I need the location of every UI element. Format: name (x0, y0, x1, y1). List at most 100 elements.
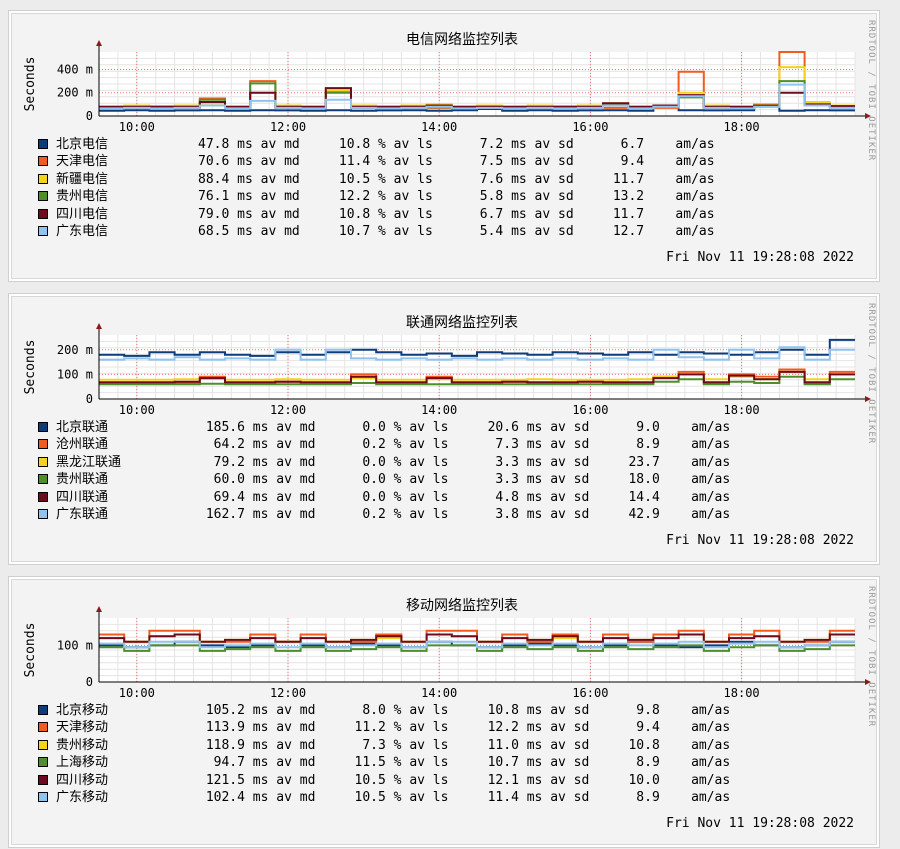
legend-name: 北京移动 (56, 703, 109, 718)
chart-mobile: 0 100 m 10:00 12:00 14:00 16:00 18:00 移动网络监控列表 S… (23, 598, 871, 700)
legend-swatch (38, 139, 48, 149)
timestamp: Fri Nov 11 19:28:08 2022 (666, 816, 854, 831)
x-tick-label: 18:00 (724, 686, 760, 700)
legend-swatch (38, 422, 48, 432)
legend-name: 广东移动 (56, 789, 109, 805)
x-tick-label: 12:00 (270, 403, 306, 417)
y-axis-label: Seconds (23, 57, 38, 112)
x-tick-label: 14:00 (421, 686, 457, 700)
legend-stats: 68.5 ms av md 10.7 % av ls 5.4 ms av sd … (198, 223, 715, 239)
legend-name: 贵州联通 (56, 472, 109, 488)
legend-swatch (38, 225, 48, 236)
legend-swatch (38, 474, 48, 485)
legend-stats: 79.2 ms av md 0.0 % av ls 3.3 ms av sd 2… (198, 454, 731, 470)
legend-swatch (38, 705, 48, 715)
legend-name: 贵州移动 (56, 737, 109, 753)
y-tick-label: 0 (86, 675, 93, 689)
legend-swatch (38, 791, 48, 802)
legend-swatch (38, 208, 48, 219)
y-tick-label: 100 m (57, 638, 93, 652)
y-tick-label: 200 m (57, 86, 93, 100)
legend-name: 广东电信 (56, 223, 109, 239)
y-tick-label: 0 (86, 109, 93, 123)
panel-telecom: 0 200 m 400 m 10:00 12:00 14:00 16:00 18:00 电信网络… (8, 10, 880, 282)
series-line (99, 103, 855, 112)
legend-swatch (38, 722, 48, 733)
legend-stats: 162.7 ms av md 0.2 % av ls 3.8 ms av sd … (198, 506, 731, 522)
legend-stats: 118.9 ms av md 7.3 % av ls 11.0 ms av sd… (198, 737, 731, 753)
legend-name: 广东联通 (56, 506, 109, 522)
rrdtool-watermark: RRDTOOL / TOBI OETIKER (866, 586, 876, 728)
series-line (99, 370, 855, 384)
x-axis-arrow (865, 679, 871, 685)
x-tick-label: 10:00 (119, 686, 155, 700)
legend-swatch (38, 508, 48, 519)
x-tick-label: 16:00 (572, 403, 608, 417)
y-tick-label: 100 m (57, 367, 93, 381)
y-axis-label: Seconds (23, 623, 38, 678)
timestamp: Fri Nov 11 19:28:08 2022 (666, 250, 854, 265)
legend-stats: 185.6 ms av md 0.0 % av ls 20.6 ms av sd… (198, 420, 731, 435)
legend-stats: 113.9 ms av md 11.2 % av ls 12.2 ms av s… (198, 720, 731, 736)
rrdtool-watermark: RRDTOOL / TOBI OETIKER (866, 20, 876, 162)
legend-swatch (38, 173, 48, 184)
series-line (99, 640, 855, 649)
legend-stats: 94.7 ms av md 11.5 % av ls 10.7 ms av sd… (198, 755, 731, 771)
rrdtool-watermark: RRDTOOL / TOBI OETIKER (866, 303, 876, 445)
legend-swatch (38, 774, 48, 785)
series-line (99, 644, 855, 652)
legend-name: 北京电信 (56, 137, 109, 152)
legend-name: 四川联通 (56, 489, 109, 505)
panel-unicom: 0 100 m 200 m 10:00 12:00 14:00 16:00 18:00 联通网络… (8, 293, 880, 565)
series-line (99, 83, 855, 110)
x-tick-label: 18:00 (724, 403, 760, 417)
panel-mobile: 0 100 m 10:00 12:00 14:00 16:00 18:00 移动网络监控列表 S… (8, 576, 880, 848)
legend-stats: 70.6 ms av md 11.4 % av ls 7.5 ms av sd … (198, 154, 715, 170)
x-tick-label: 10:00 (119, 403, 155, 417)
legend-stats: 102.4 ms av md 10.5 % av ls 11.4 ms av s… (198, 789, 731, 805)
graph-telecom: 0 200 m 400 m 10:00 12:00 14:00 16:00 18:00 电信网络… (11, 13, 877, 279)
chart-title: 联通网络监控列表 (406, 315, 518, 331)
legend-stats: 60.0 ms av md 0.0 % av ls 3.3 ms av sd 1… (198, 472, 731, 488)
y-tick-label: 0 (86, 392, 93, 406)
series-line (99, 375, 855, 386)
legend-name: 黑龙江联通 (56, 454, 122, 470)
x-axis-arrow (865, 113, 871, 119)
y-axis-label: Seconds (23, 340, 38, 395)
legend-stats: 69.4 ms av md 0.0 % av ls 4.8 ms av sd 1… (198, 489, 731, 505)
x-tick-label: 12:00 (270, 686, 306, 700)
y-axis-arrow (96, 40, 102, 46)
legend-stats: 121.5 ms av md 10.5 % av ls 12.1 ms av s… (198, 772, 731, 788)
legend-swatch (38, 456, 48, 467)
graph-unicom: 0 100 m 200 m 10:00 12:00 14:00 16:00 18:00 联通网络… (11, 296, 877, 562)
series-line (99, 633, 855, 643)
legend-swatch (38, 739, 48, 750)
legend-stats: 47.8 ms av md 10.8 % av ls 7.2 ms av sd … (198, 137, 715, 152)
graph-mobile: 0 100 m 10:00 12:00 14:00 16:00 18:00 移动网络监控列表 S… (11, 579, 877, 845)
series-line (99, 346, 855, 361)
legend-name: 四川电信 (56, 206, 109, 222)
x-tick-label: 16:00 (572, 120, 608, 134)
legend-stats: 76.1 ms av md 12.2 % av ls 5.8 ms av sd … (198, 189, 715, 205)
chart-unicom: 0 100 m 200 m 10:00 12:00 14:00 16:00 18:00 联通网络… (23, 315, 871, 417)
chart-telecom: 0 200 m 400 m 10:00 12:00 14:00 16:00 18:00 电信网络… (23, 32, 871, 134)
chart-title: 电信网络监控列表 (406, 32, 518, 48)
legend-stats: 105.2 ms av md 8.0 % av ls 10.8 ms av sd… (198, 703, 731, 718)
legend-name: 天津移动 (56, 720, 109, 736)
legend-stats: 88.4 ms av md 10.5 % av ls 7.6 ms av sd … (198, 171, 715, 187)
x-tick-label: 18:00 (724, 120, 760, 134)
x-tick-label: 14:00 (421, 120, 457, 134)
chart-title: 移动网络监控列表 (406, 598, 518, 614)
x-axis-arrow (865, 396, 871, 402)
legend-name: 天津电信 (56, 154, 109, 170)
x-tick-label: 12:00 (270, 120, 306, 134)
legend-name: 沧州联通 (56, 437, 109, 453)
x-tick-label: 10:00 (119, 120, 155, 134)
timestamp: Fri Nov 11 19:28:08 2022 (666, 533, 854, 548)
legend-swatch (38, 757, 48, 768)
legend-swatch (38, 156, 48, 167)
legend-name: 四川移动 (56, 772, 109, 788)
legend-stats: 79.0 ms av md 10.8 % av ls 6.7 ms av sd … (198, 206, 715, 222)
legend-swatch (38, 439, 48, 450)
legend-name: 北京联通 (56, 420, 109, 435)
